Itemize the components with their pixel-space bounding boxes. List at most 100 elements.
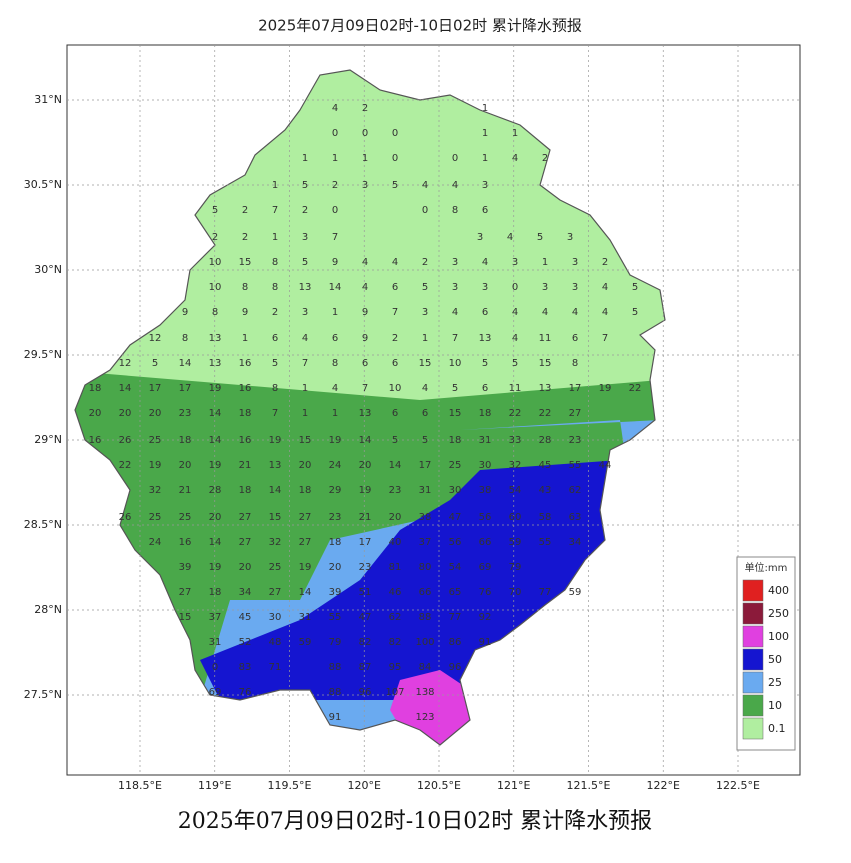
station-value: 3	[567, 232, 573, 243]
station-value: 21	[359, 512, 372, 523]
station-value: 84	[419, 662, 432, 673]
station-value: 18	[239, 485, 252, 496]
station-value: 81	[389, 562, 402, 573]
station-value: 55	[569, 460, 582, 471]
station-value: 20	[179, 460, 192, 471]
station-value: 32	[149, 485, 162, 496]
caption: 2025年07月09日02时-10日02时 累计降水预报	[178, 809, 652, 834]
station-value: 25	[269, 562, 282, 573]
station-value: 21	[239, 460, 252, 471]
station-value: 25	[149, 512, 162, 523]
station-value: 15	[269, 512, 282, 523]
station-value: 2	[422, 257, 428, 268]
station-value: 51	[359, 587, 372, 598]
legend-label: 0.1	[768, 722, 786, 735]
station-value: 19	[359, 485, 372, 496]
station-value: 10	[389, 383, 402, 394]
station-value: 0	[422, 205, 428, 216]
station-value: 13	[479, 333, 492, 344]
station-value: 2	[272, 307, 278, 318]
station-value: 8	[452, 205, 458, 216]
lon-label: 121.5°E	[567, 779, 611, 792]
station-value: 26	[119, 435, 132, 446]
station-value: 20	[119, 408, 132, 419]
station-value: 5	[422, 435, 428, 446]
station-value: 3	[572, 282, 578, 293]
station-value: 44	[599, 460, 612, 471]
station-value: 19	[599, 383, 612, 394]
station-value: 46	[389, 587, 402, 598]
station-value: 20	[149, 408, 162, 419]
station-value: 76	[239, 687, 252, 698]
station-value: 0	[332, 205, 338, 216]
station-value: 4	[482, 257, 488, 268]
station-value: 69	[209, 687, 222, 698]
station-value: 1	[302, 383, 308, 394]
station-value: 18	[179, 435, 192, 446]
station-value: 59	[509, 537, 522, 548]
station-value: 6	[332, 333, 338, 344]
station-value: 31	[209, 637, 222, 648]
station-value: 55	[539, 537, 552, 548]
station-value: 22	[629, 383, 642, 394]
station-value: 16	[239, 383, 252, 394]
legend-label: 10	[768, 699, 782, 712]
station-value: 10	[209, 282, 222, 293]
station-value: 17	[359, 537, 372, 548]
station-value: 29	[329, 485, 342, 496]
map-title: 2025年07月09日02时-10日02时 累计降水预报	[258, 17, 582, 35]
station-value: 40	[389, 537, 402, 548]
station-value: 5	[392, 435, 398, 446]
station-value: 54	[449, 562, 462, 573]
station-value: 13	[539, 383, 552, 394]
station-value: 32	[509, 460, 522, 471]
station-value: 14	[359, 435, 372, 446]
station-value: 18	[449, 435, 462, 446]
station-value: 4	[452, 180, 458, 191]
station-value: 1	[272, 232, 278, 243]
lon-label: 119°E	[198, 779, 231, 792]
station-value: 52	[239, 637, 252, 648]
station-value: 4	[512, 307, 518, 318]
station-value: 92	[479, 612, 492, 623]
station-value: 3	[362, 180, 368, 191]
station-value: 56	[449, 537, 462, 548]
station-value: 1	[272, 180, 278, 191]
station-value: 21	[179, 485, 192, 496]
station-value: 3	[477, 232, 483, 243]
legend-label: 400	[768, 584, 789, 597]
station-value: 14	[209, 408, 222, 419]
legend-title: 单位:mm	[745, 561, 788, 574]
legend-swatch	[742, 579, 764, 602]
station-value: 14	[269, 485, 282, 496]
station-value: 3	[512, 257, 518, 268]
station-value: 62	[389, 612, 402, 623]
station-value: 82	[389, 637, 402, 648]
station-value: 43	[539, 485, 552, 496]
station-value: 8	[272, 383, 278, 394]
station-value: 18	[299, 485, 312, 496]
station-value: 2	[362, 103, 368, 114]
station-value: 27	[239, 512, 252, 523]
station-value: 0	[512, 282, 518, 293]
station-value: 6	[572, 333, 578, 344]
station-value: 6	[362, 358, 368, 369]
station-value: 13	[299, 282, 312, 293]
station-value: 3	[452, 257, 458, 268]
station-value: 32	[269, 537, 282, 548]
station-value: 4	[332, 103, 338, 114]
lon-label: 120.5°E	[417, 779, 461, 792]
station-value: 20	[389, 512, 402, 523]
station-value: 9	[362, 307, 368, 318]
station-value: 12	[119, 358, 132, 369]
station-value: 22	[539, 408, 552, 419]
station-value: 23	[389, 485, 402, 496]
lon-label: 121°E	[497, 779, 530, 792]
station-value: 3	[302, 232, 308, 243]
station-value: 1	[542, 257, 548, 268]
station-value: 27	[239, 537, 252, 548]
station-value: 8	[182, 333, 188, 344]
station-value: 1	[302, 408, 308, 419]
station-value: 30	[449, 485, 462, 496]
lat-label: 31°N	[34, 93, 62, 106]
